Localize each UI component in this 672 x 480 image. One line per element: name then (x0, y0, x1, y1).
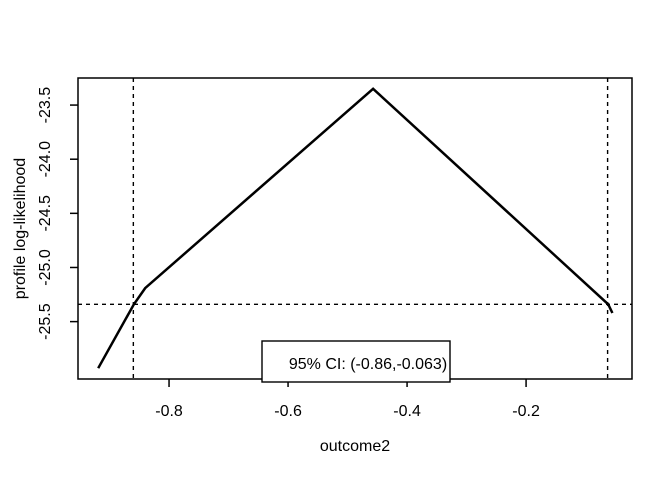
y-axis-label: profile log-likelihood (12, 158, 29, 299)
y-tick-label: -25.5 (37, 303, 54, 340)
ci-reference-lines (78, 78, 632, 379)
ci-legend: 95% CI: (-0.86,-0.063) (261, 340, 451, 383)
plot-border-box (77, 77, 633, 380)
x-tick-label: -0.8 (155, 403, 183, 420)
y-tick-label: -23.5 (37, 87, 54, 124)
x-axis-label: outcome2 (320, 438, 390, 455)
y-tick-label: -24.5 (37, 195, 54, 232)
x-axis-ticks: -0.8 -0.6 -0.4 -0.2 (155, 379, 540, 420)
ci-legend-label: 95% CI: (-0.86,-0.063) (289, 356, 447, 373)
ci-legend-box (261, 340, 451, 383)
profile-loglik-curve (97, 87, 614, 369)
x-tick-label: -0.4 (393, 403, 421, 420)
y-tick-label: -25.0 (37, 249, 54, 286)
y-tick-label: -24.0 (37, 141, 54, 178)
x-tick-label: -0.6 (274, 403, 302, 420)
x-tick-label: -0.2 (512, 403, 540, 420)
y-axis-ticks: -23.5 -24.0 -24.5 -25.0 -25.5 (37, 87, 78, 340)
